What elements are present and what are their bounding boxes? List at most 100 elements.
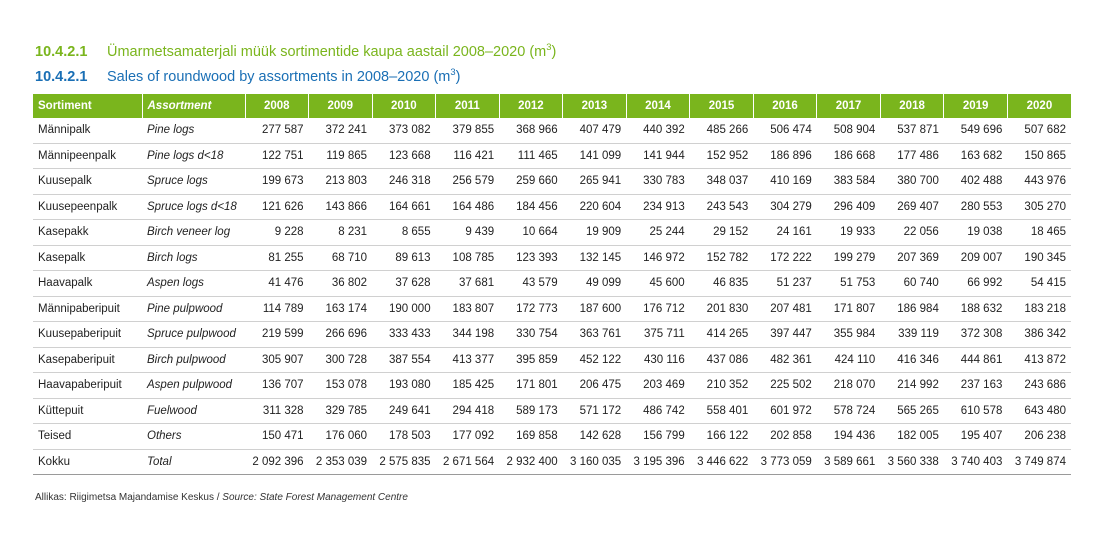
value-cell: 51 237 [753,270,817,297]
value-cell: 237 163 [943,372,1008,399]
header-year: 2015 [689,94,754,118]
row-label-et: Kuusepaberipuit [33,321,142,348]
value-cell: 203 469 [626,372,690,399]
row-label-en: Aspen pulpwood [142,372,245,399]
value-cell: 249 641 [372,398,436,424]
value-cell: 184 456 [499,194,563,220]
row-label-et: Kasepakk [33,219,142,246]
header-year: 2012 [499,94,564,118]
value-cell: 116 421 [435,143,500,169]
value-cell: 177 092 [435,423,500,450]
value-cell: 186 984 [880,296,944,322]
value-cell: 368 966 [499,118,563,144]
value-cell: 3 773 059 [753,448,817,475]
row-label-en: Total [142,448,245,475]
value-cell: 311 328 [245,398,309,424]
value-cell: 269 407 [880,194,944,220]
value-cell: 207 369 [880,245,944,271]
row-label-en: Birch pulpwood [142,347,245,373]
value-cell: 277 587 [245,118,309,144]
title-et-sup: 3 [546,41,552,52]
value-cell: 123 668 [372,143,436,169]
row-label-et: Kuusepeenpalk [33,194,142,220]
row-label-en: Pine logs d<18 [142,143,245,169]
row-label-en: Pine logs [142,118,245,144]
value-cell: 141 099 [562,143,627,169]
value-cell: 164 661 [372,194,436,220]
value-cell: 482 361 [753,347,817,373]
value-cell: 2 092 396 [245,448,309,475]
value-cell: 379 855 [435,118,500,144]
table-row: Haavapaberipuit Aspen pulpwood 136 707 153 … [33,372,1071,399]
value-cell: 571 172 [562,398,627,424]
value-cell: 193 080 [372,372,436,399]
value-cell: 172 773 [499,296,563,322]
value-cell: 150 865 [1007,143,1071,169]
value-cell: 68 710 [308,245,373,271]
value-cell: 444 861 [943,347,1008,373]
value-cell: 199 279 [816,245,881,271]
value-cell: 330 783 [626,168,690,195]
value-cell: 372 241 [308,118,373,144]
value-cell: 218 070 [816,372,881,399]
value-cell: 51 753 [816,270,881,297]
value-cell: 153 078 [308,372,373,399]
value-cell: 8 231 [308,219,373,246]
value-cell: 19 909 [562,219,627,246]
header-year: 2017 [816,94,881,118]
value-cell: 3 589 661 [816,448,881,475]
value-cell: 163 682 [943,143,1008,169]
value-cell: 485 266 [689,118,754,144]
value-cell: 383 584 [816,168,881,195]
table-row: Teised Others 150 471 176 060 178 503 177 092… [33,423,1071,450]
row-label-en: Spruce logs [142,168,245,195]
value-cell: 410 169 [753,168,817,195]
title-estonian: 10.4.2.1 Ümarmetsamaterjali müük sortimen… [35,37,556,62]
value-cell: 182 005 [880,423,944,450]
value-cell: 305 270 [1007,194,1071,220]
row-label-et: Männipalk [33,118,142,144]
value-cell: 304 279 [753,194,817,220]
value-cell: 176 712 [626,296,690,322]
value-cell: 66 992 [943,270,1008,297]
value-cell: 136 707 [245,372,309,399]
value-cell: 201 830 [689,296,754,322]
header-row: Sortiment Assortment 2008 2009 2010 2011 201… [33,94,1071,118]
row-label-en: Spruce logs d<18 [142,194,245,220]
roundwood-sales-table: Sortiment Assortment 2008 2009 2010 2011 201… [33,94,1071,475]
value-cell: 194 436 [816,423,881,450]
value-cell: 2 671 564 [435,448,500,475]
value-cell: 207 481 [753,296,817,322]
row-label-en: Birch logs [142,245,245,271]
value-cell: 183 218 [1007,296,1071,322]
value-cell: 2 353 039 [308,448,373,475]
value-cell: 177 486 [880,143,944,169]
value-cell: 506 474 [753,118,817,144]
value-cell: 402 488 [943,168,1008,195]
source-et: Allikas: Riigimetsa Majandamise Keskus / [35,492,223,503]
value-cell: 152 952 [689,143,754,169]
value-cell: 565 265 [880,398,944,424]
header-assortment: Assortment [142,94,246,118]
value-cell: 19 038 [943,219,1008,246]
value-cell: 169 858 [499,423,563,450]
header-year: 2020 [1007,94,1071,118]
value-cell: 294 418 [435,398,500,424]
value-cell: 256 579 [435,168,500,195]
value-cell: 601 972 [753,398,817,424]
value-cell: 142 628 [562,423,627,450]
value-cell: 49 099 [562,270,627,297]
value-cell: 2 932 400 [499,448,563,475]
value-cell: 373 082 [372,118,436,144]
title-en-number: 10.4.2.1 [35,68,88,85]
header-year: 2010 [372,94,437,118]
value-cell: 195 407 [943,423,1008,450]
value-cell: 265 941 [562,168,627,195]
row-label-en: Aspen logs [142,270,245,297]
value-cell: 54 415 [1007,270,1071,297]
value-cell: 36 802 [308,270,373,297]
value-cell: 266 696 [308,321,373,348]
row-label-et: Haavapaberipuit [33,372,142,399]
header-year: 2011 [435,94,500,118]
value-cell: 206 238 [1007,423,1071,450]
